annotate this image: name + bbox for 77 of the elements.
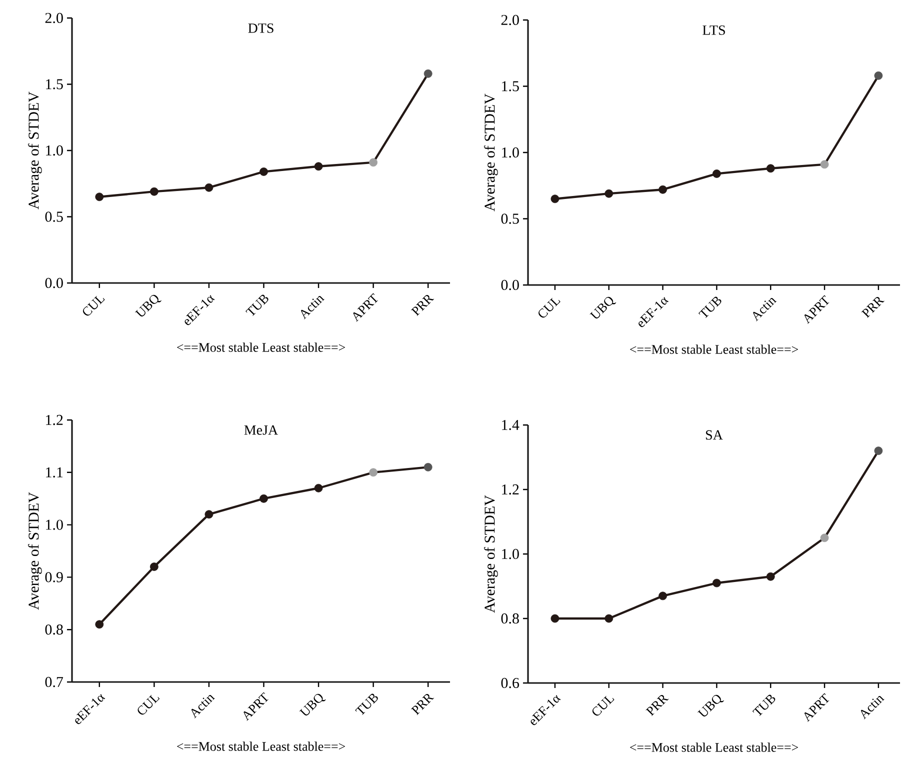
- y-tick-label: 1.2: [502, 484, 519, 495]
- x-tick-label: CUL: [538, 298, 560, 318]
- y-tick-label: 0.8: [45, 624, 63, 635]
- point: [424, 69, 432, 78]
- point: [150, 187, 158, 196]
- point: [874, 71, 883, 80]
- y-tick-label: 1.1: [46, 467, 63, 478]
- point: [204, 183, 214, 192]
- point: [820, 160, 829, 169]
- point: [260, 167, 268, 176]
- x-tick-label: TUB: [752, 694, 776, 716]
- point: [550, 194, 560, 204]
- x-tick-label: TUB: [355, 694, 378, 715]
- point: [95, 192, 104, 202]
- y-tick-label: 0.7: [45, 676, 64, 688]
- point: [260, 494, 268, 503]
- y-tick-label: 0.8: [501, 613, 519, 624]
- y-tick-label: 1.0: [46, 145, 63, 156]
- point: [874, 446, 883, 456]
- y-tick-label: 0.9: [45, 572, 63, 582]
- y-tick-label: 1.4: [502, 420, 520, 430]
- point: [369, 158, 378, 167]
- y-tick-label: 0.0: [45, 278, 63, 288]
- point: [766, 572, 775, 581]
- x-tick-label: PRR: [410, 694, 434, 716]
- y-axis-title: Average of STDEV: [28, 492, 42, 610]
- point: [712, 169, 721, 178]
- chart-title: MeJA: [244, 425, 278, 435]
- y-tick-label: 1.5: [502, 81, 519, 92]
- point: [204, 510, 214, 519]
- chart-title: SA: [706, 430, 723, 440]
- x-axis-title: <==Most stable Least stable==>: [177, 342, 346, 352]
- y-tick-label: 0.0: [501, 280, 519, 290]
- point: [95, 620, 104, 629]
- point: [150, 562, 158, 571]
- x-tick-label: UBQ: [135, 294, 162, 316]
- point: [550, 614, 560, 623]
- y-axis-title: Average of STDEV: [28, 92, 42, 210]
- point: [604, 614, 614, 623]
- x-axis-title: <==Most stable Least stable==>: [630, 344, 798, 354]
- y-tick-label: 1.5: [46, 79, 63, 90]
- y-tick-label: 1.2: [46, 414, 63, 426]
- y-tick-label: 0.5: [501, 214, 519, 224]
- x-axis-title: <==Most stable Least stable==>: [630, 742, 798, 752]
- point: [424, 462, 432, 472]
- y-tick-label: 1.0: [502, 147, 519, 158]
- x-tick-label: UBQ: [299, 694, 326, 716]
- x-axis-title: <==Most stable Least stable==>: [177, 742, 346, 751]
- x-tick-label: PRR: [861, 296, 884, 318]
- y-tick-label: 2.0: [45, 12, 63, 24]
- chart-title: LTS: [702, 25, 725, 35]
- x-tick-label: CUL: [138, 694, 160, 715]
- point: [820, 534, 829, 542]
- y-tick-label: 0.5: [45, 212, 63, 222]
- y-tick-label: 1.0: [46, 520, 63, 530]
- point: [314, 162, 323, 171]
- point: [712, 578, 721, 588]
- x-tick-label: PRR: [410, 294, 434, 316]
- y-tick-label: 1.0: [502, 548, 519, 560]
- point: [766, 164, 775, 173]
- point: [604, 189, 614, 198]
- x-tick-label: CUL: [592, 696, 614, 716]
- x-tick-label: PRR: [646, 694, 669, 716]
- x-tick-label: UBQ: [590, 296, 616, 318]
- x-tick-label: TUB: [246, 294, 268, 316]
- point: [658, 185, 667, 194]
- point: [658, 592, 667, 600]
- x-tick-label: TUB: [698, 296, 722, 318]
- x-tick-label: UBQ: [698, 694, 724, 716]
- y-axis-title: Average of STDEV: [484, 495, 498, 613]
- y-tick-label: 2.0: [501, 14, 519, 26]
- y-axis-title: Average of STDEV: [484, 94, 498, 212]
- y-tick-label: 0.6: [501, 678, 520, 688]
- point: [314, 484, 323, 492]
- chart-title: DTS: [248, 23, 274, 33]
- point: [369, 468, 378, 477]
- x-tick-label: CUL: [82, 296, 105, 316]
